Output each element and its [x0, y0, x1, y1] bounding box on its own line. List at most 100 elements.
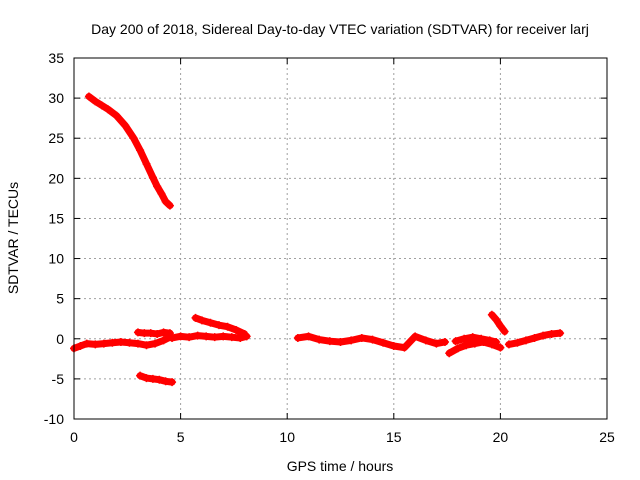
- data-point: [155, 375, 164, 384]
- data-point: [197, 316, 206, 325]
- data-point: [133, 339, 142, 348]
- y-tick-label: 15: [48, 210, 64, 226]
- data-point: [112, 111, 121, 120]
- data-point: [357, 333, 366, 342]
- data-point: [142, 374, 151, 383]
- y-tick-label: 0: [56, 331, 64, 347]
- x-tick-label: 20: [493, 429, 509, 445]
- data-point: [451, 337, 460, 346]
- data-point: [206, 318, 215, 327]
- data-point: [82, 339, 91, 348]
- data-point: [168, 378, 177, 387]
- data-point: [168, 333, 177, 342]
- data-point: [153, 329, 162, 338]
- data-point: [240, 329, 249, 338]
- data-point: [460, 334, 469, 343]
- x-tick-label: 10: [279, 429, 295, 445]
- data-point: [504, 340, 513, 349]
- data-point: [547, 329, 556, 338]
- data-point: [161, 377, 170, 386]
- x-tick-label: 15: [386, 429, 402, 445]
- data-point: [445, 349, 454, 358]
- data-point: [492, 337, 501, 346]
- data-point: [477, 334, 486, 343]
- data-point: [293, 333, 302, 342]
- data-point: [84, 92, 93, 101]
- x-tick-label: 25: [599, 429, 615, 445]
- data-point: [91, 97, 100, 106]
- x-tick-label: 5: [177, 429, 185, 445]
- y-tick-label: 30: [48, 90, 64, 106]
- x-tick-label: 0: [70, 429, 78, 445]
- data-point: [210, 333, 219, 342]
- data-point: [492, 315, 501, 324]
- y-tick-label: 25: [48, 130, 64, 146]
- y-tick-label: 20: [48, 170, 64, 186]
- data-point: [227, 333, 236, 342]
- data-point: [440, 337, 449, 346]
- data-point: [142, 341, 151, 350]
- y-tick-label: 5: [56, 291, 64, 307]
- data-point: [232, 325, 241, 334]
- data-point: [125, 338, 134, 347]
- data-point: [202, 332, 211, 341]
- data-point: [99, 339, 108, 348]
- data-point: [487, 310, 496, 319]
- data-point: [325, 337, 334, 346]
- data-point: [500, 327, 509, 336]
- data-point: [315, 335, 324, 344]
- plot-border: [73, 57, 608, 420]
- y-tick-label: -10: [44, 411, 64, 427]
- data-point: [165, 201, 174, 210]
- y-tick-label: 10: [48, 251, 64, 267]
- data-point: [379, 338, 388, 347]
- data-point: [176, 332, 185, 341]
- x-axis-label: GPS time / hours: [287, 458, 394, 474]
- data-point: [161, 197, 170, 206]
- data-point: [148, 374, 157, 383]
- data-point: [368, 335, 377, 344]
- y-axis-label: SDTVAR / TECUs: [5, 182, 21, 294]
- axis-ticks: 0 5 10 15 20 25 -10 -5 0 5 10 15 20 25 30 35: [44, 50, 615, 445]
- y-tick-label: 35: [48, 50, 64, 66]
- data-point: [76, 341, 85, 350]
- data-point: [462, 341, 471, 350]
- data-point: [129, 134, 138, 143]
- data-point: [91, 340, 100, 349]
- data-point: [136, 371, 145, 380]
- data-point: [136, 146, 145, 155]
- chart-title: Day 200 of 2018, Sidereal Day-to-day VTE…: [91, 21, 589, 37]
- y-tick-label: -5: [52, 371, 65, 387]
- data-point: [219, 332, 228, 341]
- data-point: [400, 343, 409, 352]
- data-point: [159, 328, 168, 337]
- data-point: [304, 332, 313, 341]
- data-point: [521, 336, 530, 345]
- series-arc5: [168, 332, 251, 342]
- data-point: [97, 101, 106, 110]
- data-point: [223, 322, 232, 331]
- data-point: [336, 337, 345, 346]
- data-point: [432, 339, 441, 348]
- data-point: [468, 333, 477, 342]
- data-point: [214, 321, 223, 330]
- data-point: [556, 329, 565, 338]
- data-point: [539, 331, 548, 340]
- data-point: [121, 121, 130, 130]
- data-point: [411, 332, 420, 341]
- data-point: [185, 333, 194, 342]
- data-point: [485, 336, 494, 345]
- data-point: [157, 189, 166, 198]
- data-point: [496, 321, 505, 330]
- data-point: [104, 105, 113, 114]
- data-point: [116, 337, 125, 346]
- data-point: [453, 344, 462, 353]
- data-point: [421, 336, 430, 345]
- data-point: [153, 182, 162, 191]
- data-point: [151, 339, 160, 348]
- data-point: [530, 333, 539, 342]
- data-point: [133, 328, 142, 337]
- data-point: [108, 338, 117, 347]
